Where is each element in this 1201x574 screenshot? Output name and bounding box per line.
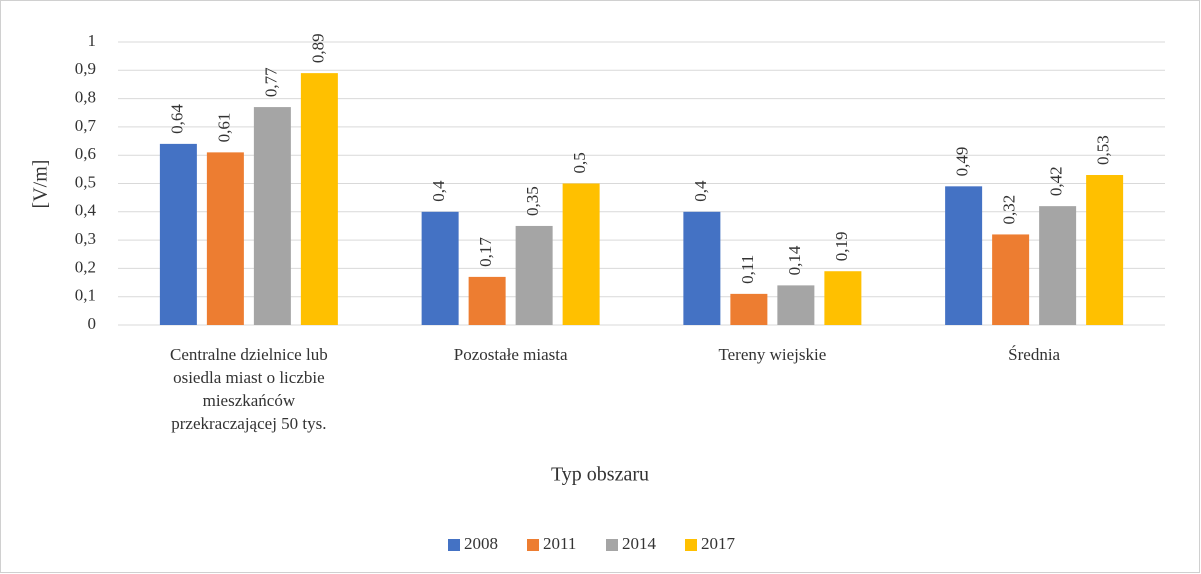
data-label: 0,19 <box>832 231 851 261</box>
bar <box>468 276 506 325</box>
legend-swatch <box>685 539 697 551</box>
y-tick-label: 0,1 <box>75 286 96 305</box>
data-label: 0,4 <box>691 180 710 202</box>
bar <box>515 225 553 325</box>
data-label: 0,4 <box>429 180 448 202</box>
bar <box>1039 206 1077 325</box>
legend-label: 2014 <box>622 534 657 553</box>
y-tick-label: 0,2 <box>75 257 96 276</box>
data-label: 0,5 <box>570 152 589 173</box>
y-tick-label: 0,7 <box>75 116 97 135</box>
legend-swatch <box>448 539 460 551</box>
data-label: 0,35 <box>523 186 542 216</box>
data-label: 0,61 <box>214 113 233 143</box>
bar <box>945 186 983 325</box>
x-tick-label: Tereny wiejskie <box>718 345 826 364</box>
bar <box>730 293 768 325</box>
data-label: 0,77 <box>261 67 280 97</box>
bar <box>562 183 600 325</box>
y-tick-label: 0,3 <box>75 229 96 248</box>
data-label: 0,64 <box>167 104 186 134</box>
y-tick-label: 0,8 <box>75 88 96 107</box>
bar <box>159 143 197 325</box>
y-axis-label: [V/m] <box>30 160 52 209</box>
y-tick-label: 1 <box>88 31 97 50</box>
x-axis-label: Typ obszaru <box>551 464 649 486</box>
y-tick-label: 0,9 <box>75 59 96 78</box>
bar <box>777 285 815 325</box>
data-label: 0,32 <box>1000 195 1019 225</box>
y-tick-label: 0 <box>88 314 97 333</box>
legend-swatch <box>606 539 618 551</box>
bar <box>824 271 862 325</box>
data-label: 0,14 <box>785 245 804 275</box>
data-label: 0,53 <box>1094 135 1113 165</box>
bar <box>300 73 338 325</box>
x-tick-label: Pozostałe miasta <box>454 345 568 364</box>
y-tick-label: 0,6 <box>75 144 96 163</box>
y-tick-label: 0,4 <box>75 201 97 220</box>
data-label: 0,89 <box>308 33 327 63</box>
bar <box>992 234 1030 325</box>
bar <box>253 107 291 325</box>
data-label: 0,17 <box>476 237 495 267</box>
data-label: 0,42 <box>1047 166 1066 196</box>
legend-swatch <box>527 539 539 551</box>
bar <box>206 152 244 325</box>
bar <box>1086 175 1124 325</box>
x-tick-label: Centralne dzielnice lub osiedla miast o l… <box>170 345 328 433</box>
legend-label: 2011 <box>543 534 576 553</box>
bar <box>683 211 721 325</box>
data-label: 0,11 <box>738 255 757 284</box>
legend-label: 2008 <box>464 534 498 553</box>
x-tick-label: Średnia <box>1008 345 1060 364</box>
data-label: 0,49 <box>953 147 972 177</box>
bar <box>421 211 459 325</box>
y-tick-label: 0,5 <box>75 172 96 191</box>
legend-label: 2017 <box>701 534 736 553</box>
